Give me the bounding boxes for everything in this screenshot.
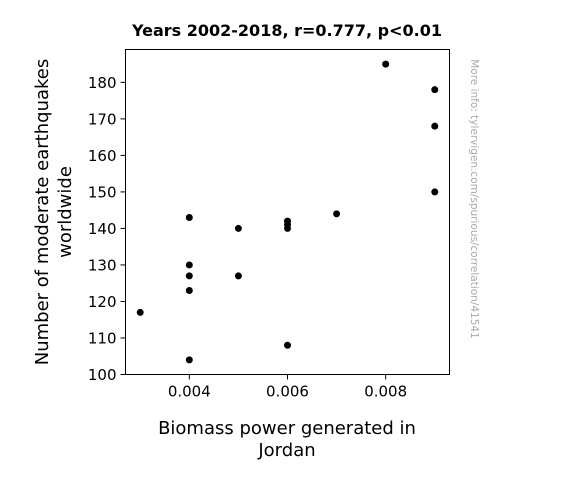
plot-frame [125,49,450,375]
data-point [284,224,291,232]
y-tick-label: 110 [88,329,117,347]
y-tick-label: 100 [88,366,117,384]
y-tick-label: 150 [88,183,117,201]
x-axis-label-line-1: Biomass power generated in [158,418,416,439]
x-tick-label: 0.004 [168,383,211,401]
x-tick-label: 0.008 [364,383,407,401]
data-point [185,287,193,295]
data-point [284,341,291,349]
y-tick-label: 180 [88,74,117,92]
data-point [185,261,193,269]
source-note: More info: tylervigen.com/spurious/corre… [468,59,480,339]
data-point [185,213,193,221]
scatter-points [136,60,439,364]
y-axis-label-line-1: Number of moderate earthquakes [32,59,53,366]
y-tick-label: 160 [88,147,117,165]
data-point [136,308,144,316]
y-tick-label: 170 [88,110,117,128]
tick-group: 0.004 0.006 0.008 100 110 120 130 140 150 160 170 1… [88,74,407,401]
x-axis-label-line-2: Jordan [257,440,315,461]
data-point [431,86,439,94]
y-tick-label: 130 [88,256,117,274]
data-point [234,224,242,232]
y-axis-label-line-2: worldwide [55,166,76,258]
data-point [382,60,390,68]
y-tick-label: 120 [88,293,117,311]
data-point [431,188,439,196]
data-point [185,356,193,364]
x-tick-label: 0.006 [266,383,309,401]
data-point [185,272,193,280]
data-point [234,272,242,280]
data-point [333,210,341,218]
chart-title: Years 2002-2018, r=0.777, p<0.01 [131,21,442,40]
y-axis-label: Number of moderate earthquakes worldwide [32,59,76,366]
data-point [431,122,439,130]
y-tick-label: 140 [88,220,117,238]
